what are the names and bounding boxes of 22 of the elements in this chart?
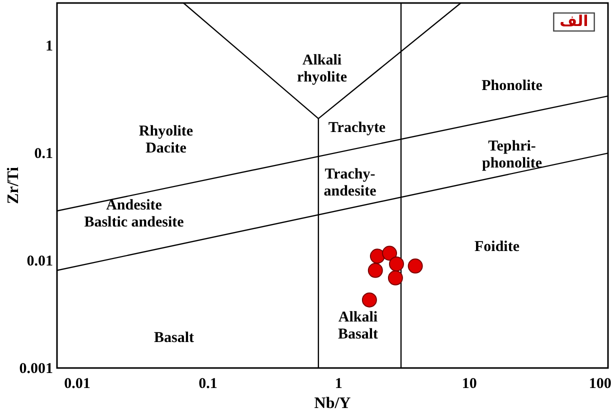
annotation: Rhyolite Dacite	[138, 124, 194, 156]
y-tick-label: 1	[46, 38, 53, 55]
annotation: Trachy- andesite	[324, 166, 377, 200]
x-axis-title: Nb/Y	[314, 395, 352, 412]
y-tick-label: 0.1	[34, 146, 53, 162]
annotation: Alkali rhyolite	[297, 52, 348, 86]
annotation: Foidite	[474, 239, 520, 255]
y-tick-label: 0.01	[26, 254, 53, 270]
y-axis-title: Zr/Ti	[5, 166, 22, 204]
x-tick-label: 0.1	[198, 376, 218, 392]
x-tick-label: 1	[334, 376, 342, 392]
annotation: الف	[560, 14, 588, 30]
annotation: Basalt	[154, 330, 194, 346]
annotation: Alkali Basalt	[338, 310, 378, 342]
annotation: Trachyte	[328, 120, 386, 136]
y-tick-label: 0.001	[19, 361, 53, 377]
x-tick-label: 100	[588, 376, 611, 392]
annotation: Phonolite	[482, 78, 543, 94]
annotation: Andesite Basltic andesite	[84, 198, 184, 230]
x-tick-label: 0.01	[64, 376, 90, 392]
annotation: Tephri- phonolite	[482, 138, 542, 172]
x-tick-label: 10	[462, 376, 477, 392]
